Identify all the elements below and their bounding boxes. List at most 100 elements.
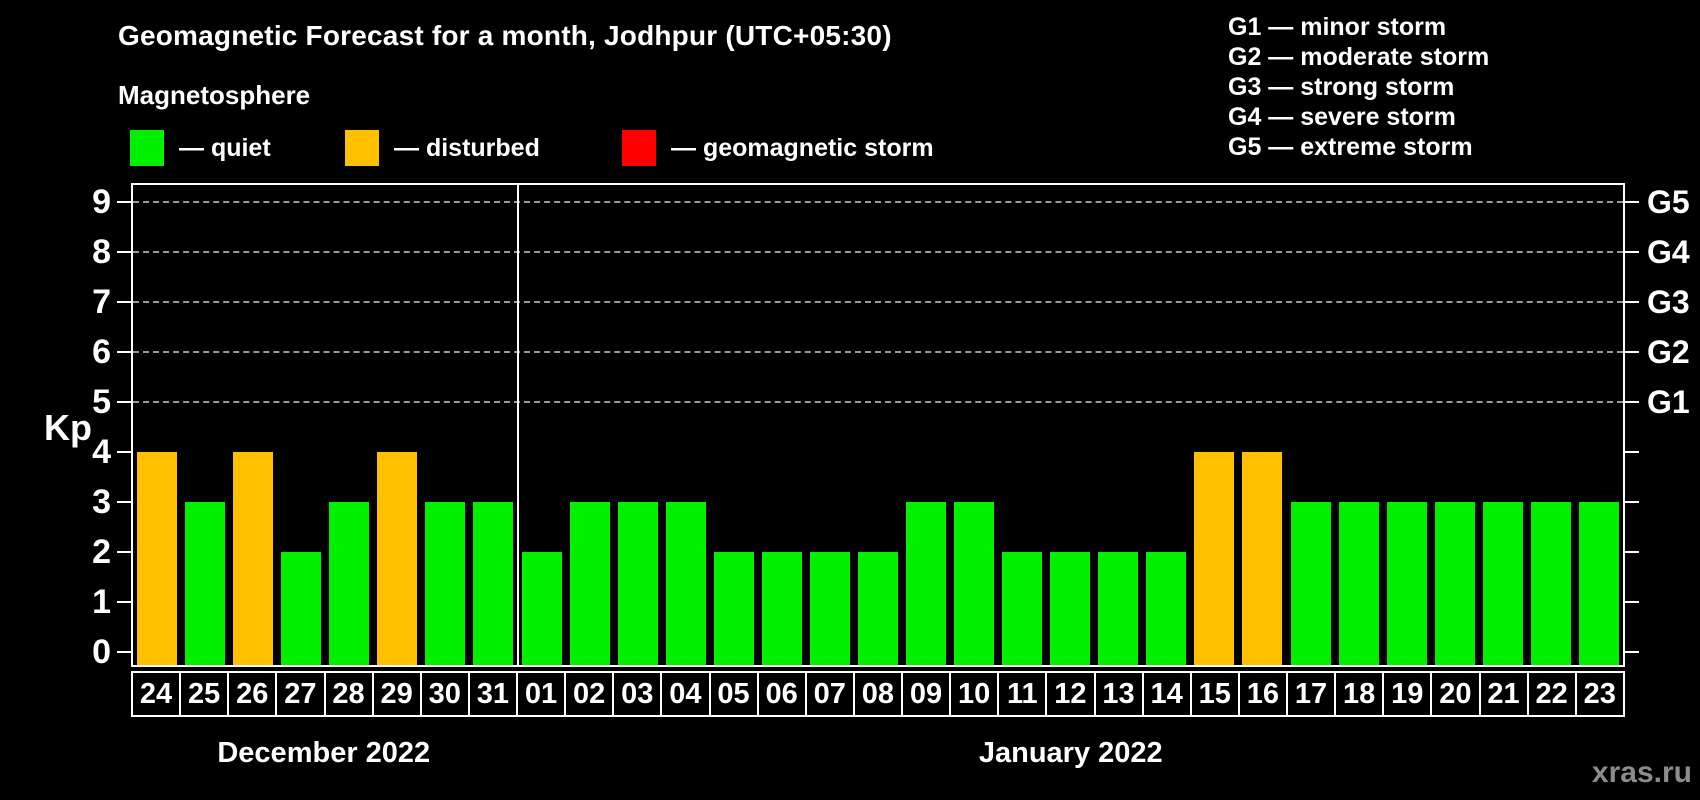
day-cell-14: 14: [1141, 671, 1192, 717]
right-tick-kp-0: [1625, 651, 1639, 653]
plot-area: [131, 183, 1625, 667]
day-label-row: 24 25 26 27 28 29 30 31 01 02 03 04 05 06 07 08 09 10 11 12…: [131, 671, 1625, 717]
bar-day-14: [1146, 552, 1187, 665]
bar-day-24: [137, 452, 178, 665]
day-cell-06: 06: [756, 671, 807, 717]
magnetosphere-label: Magnetosphere: [118, 80, 311, 110]
y-tick-label-1: 1: [92, 583, 111, 621]
bar-slot-06: [758, 185, 806, 665]
day-cell-02: 02: [564, 671, 615, 717]
bar-day-10: [954, 502, 995, 665]
right-tick-kp-8: [1625, 251, 1639, 253]
bar-slot-22: [1527, 185, 1575, 665]
right-tick-kp-3: [1625, 501, 1639, 503]
bar-day-09: [906, 502, 947, 665]
day-cell-08: 08: [852, 671, 903, 717]
day-cell-10: 10: [949, 671, 1000, 717]
right-tick-kp-6: [1625, 351, 1639, 353]
bar-slot-20: [1431, 185, 1479, 665]
g4-legend-line: G4 — severe storm: [1228, 103, 1456, 131]
y-tick-label-7: 7: [92, 283, 111, 321]
day-cell-30: 30: [419, 671, 470, 717]
day-cell-07: 07: [804, 671, 855, 717]
bar-slot-13: [1094, 185, 1142, 665]
bar-day-17: [1290, 502, 1331, 665]
bar-day-07: [809, 552, 850, 665]
y-tick-label-3: 3: [92, 483, 111, 521]
bar-slot-21: [1479, 185, 1527, 665]
left-tick-kp-5: [117, 401, 131, 403]
bar-day-29: [377, 452, 418, 665]
day-cell-11: 11: [997, 671, 1048, 717]
disturbed-swatch: [345, 130, 379, 166]
day-cell-16: 16: [1237, 671, 1288, 717]
bar-day-03: [617, 502, 658, 665]
bar-day-02: [569, 502, 610, 665]
y-axis-title: Kp: [44, 407, 92, 448]
day-cell-24: 24: [131, 671, 182, 717]
bar-day-26: [233, 452, 274, 665]
right-tick-kp-1: [1625, 601, 1639, 603]
left-tick-kp-4: [117, 451, 131, 453]
bar-slot-17: [1287, 185, 1335, 665]
gridline-kp-7: [133, 301, 1623, 303]
bar-slot-15: [1190, 185, 1238, 665]
day-cell-27: 27: [275, 671, 326, 717]
gridline-kp-8: [133, 251, 1623, 253]
y-tick-label-8: 8: [92, 233, 111, 271]
right-tick-kp-9: [1625, 201, 1639, 203]
gridline-kp-9: [133, 201, 1623, 203]
day-cell-03: 03: [612, 671, 663, 717]
bar-day-23: [1578, 502, 1619, 665]
left-tick-kp-0: [117, 651, 131, 653]
month-separator-line: [516, 185, 519, 665]
bars-layer: [133, 185, 1623, 665]
left-tick-kp-9: [117, 201, 131, 203]
month-label-december: December 2022: [217, 737, 431, 769]
g-axis-label-g1: G1: [1647, 384, 1690, 420]
bar-slot-16: [1238, 185, 1286, 665]
day-cell-29: 29: [371, 671, 422, 717]
bar-slot-09: [902, 185, 950, 665]
day-cell-17: 17: [1286, 671, 1337, 717]
y-tick-label-5: 5: [92, 383, 111, 421]
bar-slot-30: [421, 185, 469, 665]
g-axis-label-g4: G4: [1647, 234, 1690, 270]
g-axis-label-g5: G5: [1647, 184, 1690, 220]
day-cell-15: 15: [1189, 671, 1240, 717]
day-cell-18: 18: [1334, 671, 1385, 717]
bar-slot-11: [998, 185, 1046, 665]
bar-slot-03: [614, 185, 662, 665]
bar-slot-02: [566, 185, 614, 665]
bar-slot-31: [469, 185, 517, 665]
bar-day-01: [521, 552, 562, 665]
right-tick-kp-5: [1625, 401, 1639, 403]
bar-slot-14: [1142, 185, 1190, 665]
y-tick-label-2: 2: [92, 533, 111, 571]
g1-legend-line: G1 — minor storm: [1228, 13, 1447, 41]
day-cell-22: 22: [1526, 671, 1577, 717]
legend-item-storm: — geomagnetic storm: [622, 130, 934, 166]
bar-day-08: [857, 552, 898, 665]
gridline-kp-5: [133, 401, 1623, 403]
bar-day-19: [1386, 502, 1427, 665]
left-tick-kp-1: [117, 601, 131, 603]
bar-slot-26: [229, 185, 277, 665]
bar-day-20: [1434, 502, 1475, 665]
bar-day-31: [473, 502, 514, 665]
bar-slot-28: [325, 185, 373, 665]
bar-day-11: [1002, 552, 1043, 665]
left-tick-kp-8: [117, 251, 131, 253]
right-tick-kp-7: [1625, 301, 1639, 303]
g5-legend-line: G5 — extreme storm: [1228, 133, 1473, 161]
day-cell-04: 04: [660, 671, 711, 717]
g2-legend-line: G2 — moderate storm: [1228, 43, 1490, 71]
y-tick-label-6: 6: [92, 333, 111, 371]
y-tick-label-0: 0: [92, 633, 111, 671]
bar-slot-25: [181, 185, 229, 665]
bar-slot-19: [1383, 185, 1431, 665]
bar-slot-08: [854, 185, 902, 665]
day-cell-19: 19: [1382, 671, 1433, 717]
day-cell-20: 20: [1430, 671, 1481, 717]
